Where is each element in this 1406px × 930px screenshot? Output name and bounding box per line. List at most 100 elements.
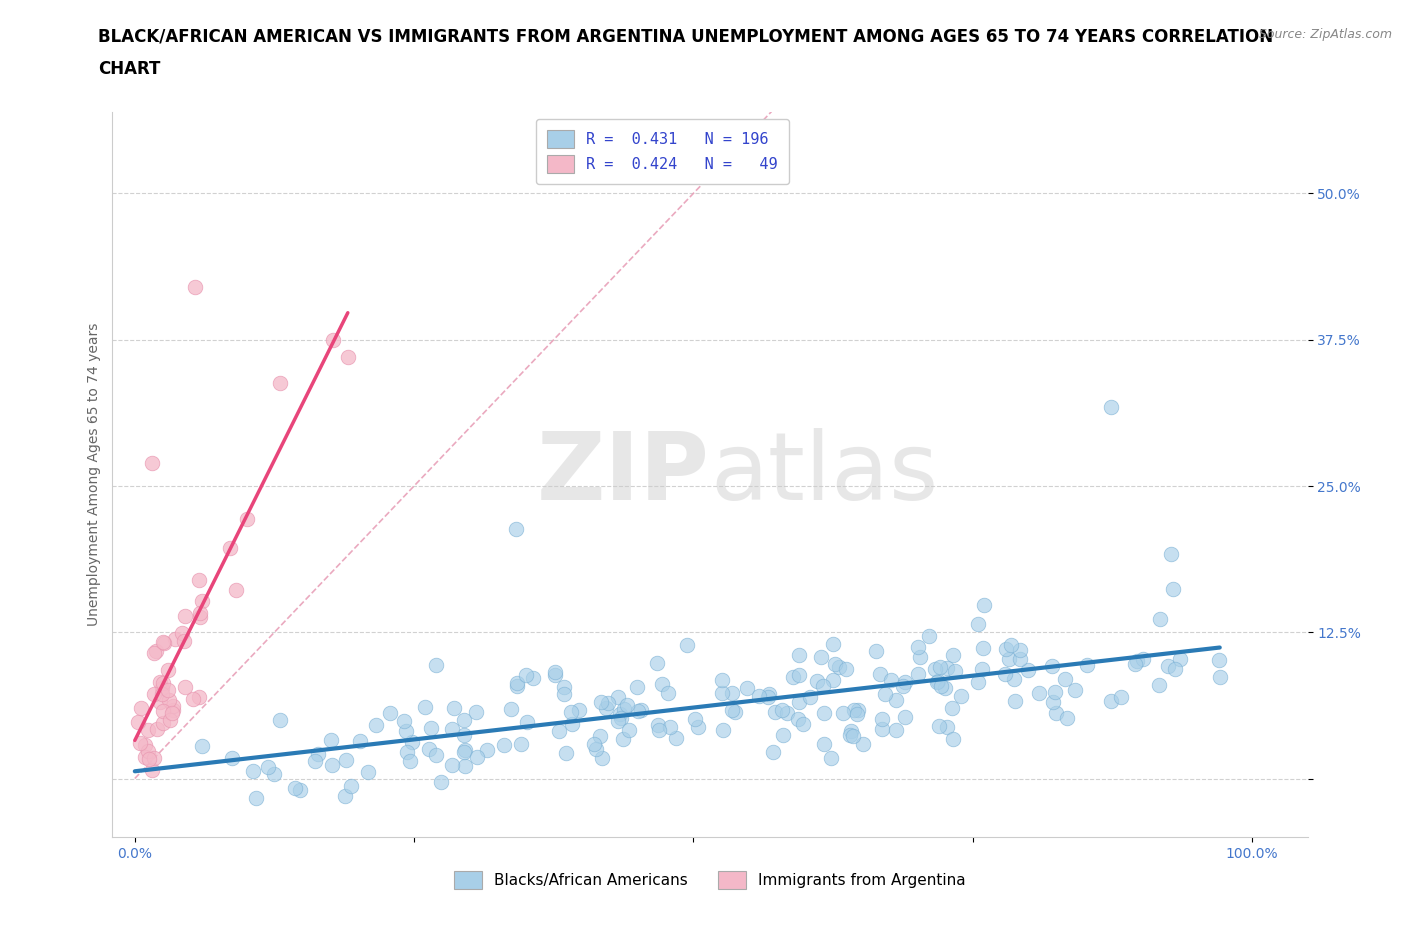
Point (711, 722, 734, 737)
Point (219, 540, 242, 555)
Point (842, 728, 865, 743)
Point (339, 779, 361, 794)
Point (174, 609, 197, 624)
Point (821, 637, 844, 652)
Point (221, 751, 243, 765)
Point (865, 643, 887, 658)
Point (143, 646, 166, 661)
Point (606, 713, 628, 728)
Point (839, 724, 862, 738)
Point (1123, 657, 1146, 671)
Point (612, 731, 634, 746)
Point (425, 658, 447, 672)
Point (770, 702, 793, 717)
Point (910, 649, 932, 664)
Point (149, 674, 172, 689)
Point (710, 672, 733, 687)
Point (188, 605, 211, 620)
Point (966, 674, 988, 689)
Point (1126, 654, 1149, 669)
Point (657, 685, 679, 700)
Point (998, 652, 1021, 667)
Point (872, 722, 894, 737)
Point (333, 789, 356, 804)
Point (1008, 651, 1031, 666)
Point (1004, 694, 1026, 709)
Point (510, 737, 533, 751)
Point (835, 661, 858, 676)
Point (1017, 663, 1039, 678)
Point (506, 679, 529, 694)
Point (263, 766, 285, 781)
Point (157, 693, 180, 708)
Point (931, 678, 953, 693)
Point (1168, 652, 1191, 667)
Point (870, 711, 893, 726)
Point (886, 723, 908, 737)
Point (685, 711, 707, 726)
Point (162, 703, 184, 718)
Point (598, 696, 620, 711)
Point (522, 671, 544, 685)
Point (842, 703, 865, 718)
Point (505, 522, 527, 537)
Point (1076, 658, 1098, 673)
Point (626, 679, 648, 694)
Point (949, 688, 972, 703)
Point (156, 662, 179, 677)
Point (257, 759, 280, 774)
Point (245, 790, 267, 805)
Point (1043, 684, 1066, 699)
Point (589, 695, 612, 710)
Point (824, 656, 846, 671)
Point (828, 659, 851, 674)
Point (613, 702, 636, 717)
Point (831, 705, 853, 720)
Point (869, 667, 891, 682)
Point (401, 735, 423, 750)
Point (152, 681, 174, 696)
Text: ZIP: ZIP (537, 429, 710, 520)
Point (823, 672, 845, 687)
Point (1101, 400, 1123, 415)
Point (188, 572, 211, 587)
Point (453, 727, 475, 742)
Point (138, 751, 160, 766)
Point (544, 668, 567, 683)
Text: atlas: atlas (710, 429, 938, 520)
Point (399, 753, 422, 768)
Point (1149, 678, 1171, 693)
Point (453, 745, 475, 760)
Point (173, 634, 195, 649)
Point (143, 751, 166, 765)
Point (1132, 651, 1154, 666)
Text: BLACK/AFRICAN AMERICAN VS IMMIGRANTS FROM ARGENTINA UNEMPLOYMENT AMONG AGES 65 T: BLACK/AFRICAN AMERICAN VS IMMIGRANTS FRO… (98, 28, 1274, 46)
Point (561, 717, 583, 732)
Point (141, 455, 163, 470)
Point (152, 703, 174, 718)
Point (724, 705, 747, 720)
Point (152, 675, 174, 690)
Point (942, 732, 965, 747)
Point (477, 742, 499, 757)
Point (454, 742, 477, 757)
Point (776, 705, 799, 720)
Point (191, 593, 214, 608)
Point (145, 644, 167, 658)
Point (465, 750, 488, 764)
Point (156, 683, 179, 698)
Point (787, 667, 810, 682)
Point (395, 724, 418, 738)
Point (994, 667, 1017, 682)
Point (787, 647, 810, 662)
Point (516, 715, 538, 730)
Point (686, 720, 709, 735)
Point (1063, 683, 1085, 698)
Point (1028, 685, 1050, 700)
Point (127, 714, 149, 729)
Point (758, 686, 780, 701)
Point (891, 678, 914, 693)
Point (852, 737, 875, 751)
Point (242, 764, 264, 778)
Point (418, 741, 440, 756)
